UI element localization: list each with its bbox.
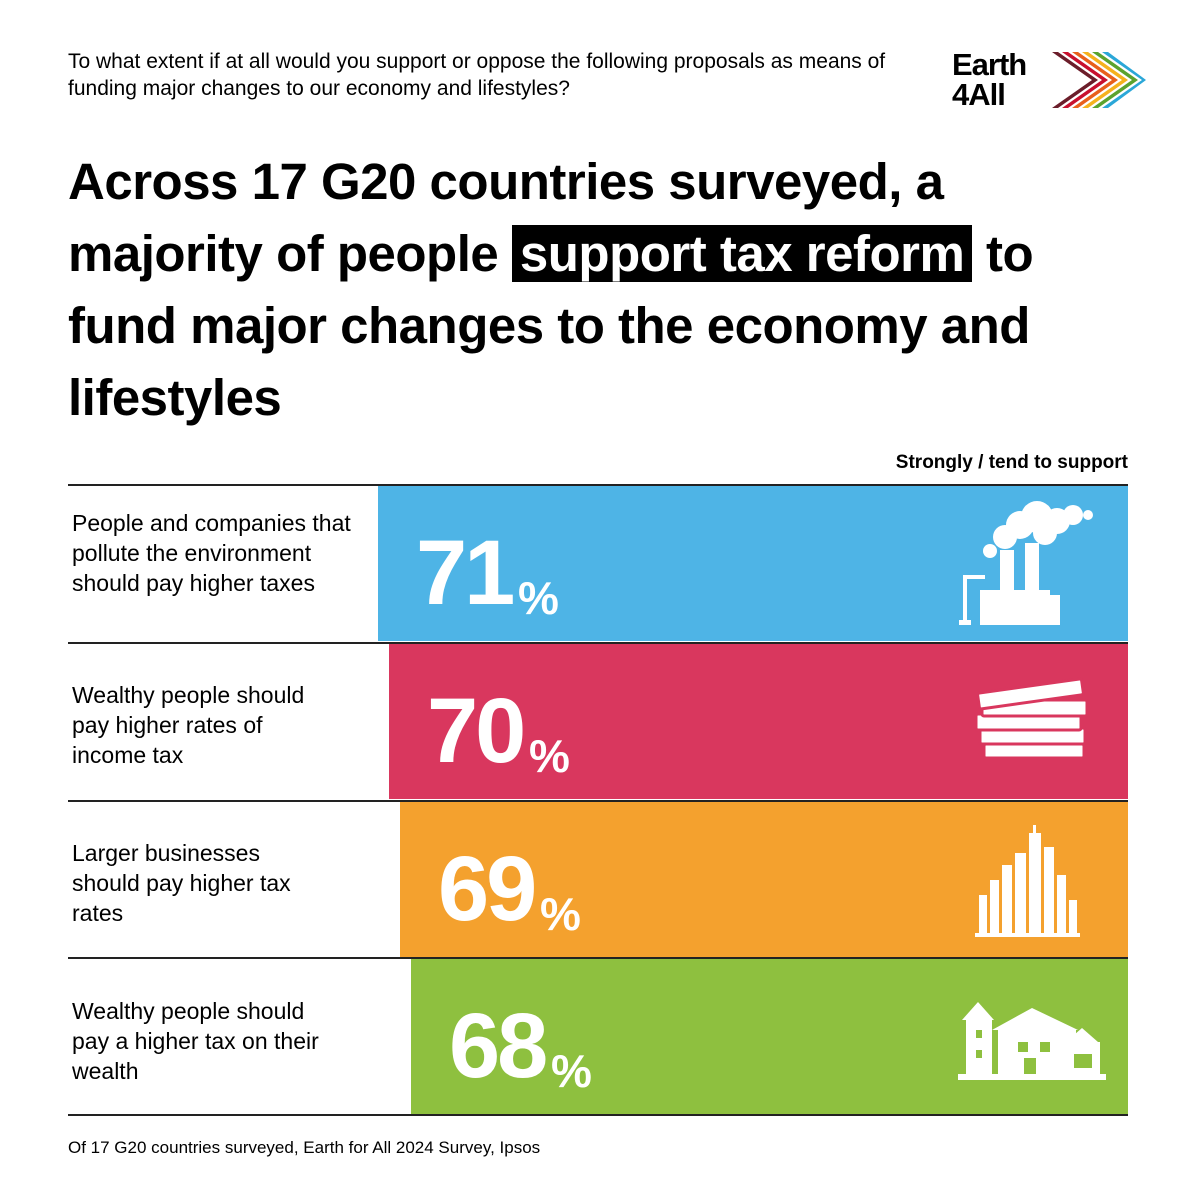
row-label-2: Wealthy people should pay higher rates o… xyxy=(72,682,305,768)
skyscrapers-icon xyxy=(975,825,1080,937)
bar-unit-label-4: % xyxy=(551,1045,592,1097)
factory-icon xyxy=(959,501,1093,625)
row-divider xyxy=(68,800,1128,802)
bar-unit-label-1: % xyxy=(518,572,559,624)
survey-question: To what extent if at all would you suppo… xyxy=(68,50,886,100)
headline-highlight: support tax reform xyxy=(511,225,973,282)
headline-end: to fund major changes to the economy and… xyxy=(68,225,1034,426)
row-label-4: Wealthy people should pay a higher tax o… xyxy=(72,998,319,1084)
money-stack-icon xyxy=(974,677,1089,760)
row-label-3: Larger businesses should pay higher tax … xyxy=(72,840,291,926)
row-divider xyxy=(68,1114,1128,1116)
earth4all-logo: Earth 4All xyxy=(952,44,1152,116)
row-divider xyxy=(68,642,1128,644)
row-label-1: People and companies that pollute the en… xyxy=(72,510,351,596)
bar-unit-label-2: % xyxy=(529,730,570,782)
row-divider xyxy=(68,484,1128,486)
house-icon xyxy=(958,1002,1106,1080)
bar-value-label-4: 68 xyxy=(449,995,546,1097)
logo-line1: Earth xyxy=(952,47,1027,82)
bar-value-label-2: 70 xyxy=(427,680,523,782)
row-divider xyxy=(68,957,1128,959)
headline: Across 17 G20 countries surveyed, a majo… xyxy=(68,146,1148,434)
logo-line2: 4All xyxy=(952,77,1006,112)
bar-value-label-3: 69 xyxy=(438,838,534,940)
source-footnote: Of 17 G20 countries surveyed, Earth for … xyxy=(68,1138,541,1157)
headline-start: Across 17 G20 countries surveyed, a majo… xyxy=(68,153,944,282)
bar-value-label-1: 71 xyxy=(416,522,513,624)
bar-unit-label-3: % xyxy=(540,888,581,940)
column-header: Strongly / tend to support xyxy=(895,452,1128,473)
